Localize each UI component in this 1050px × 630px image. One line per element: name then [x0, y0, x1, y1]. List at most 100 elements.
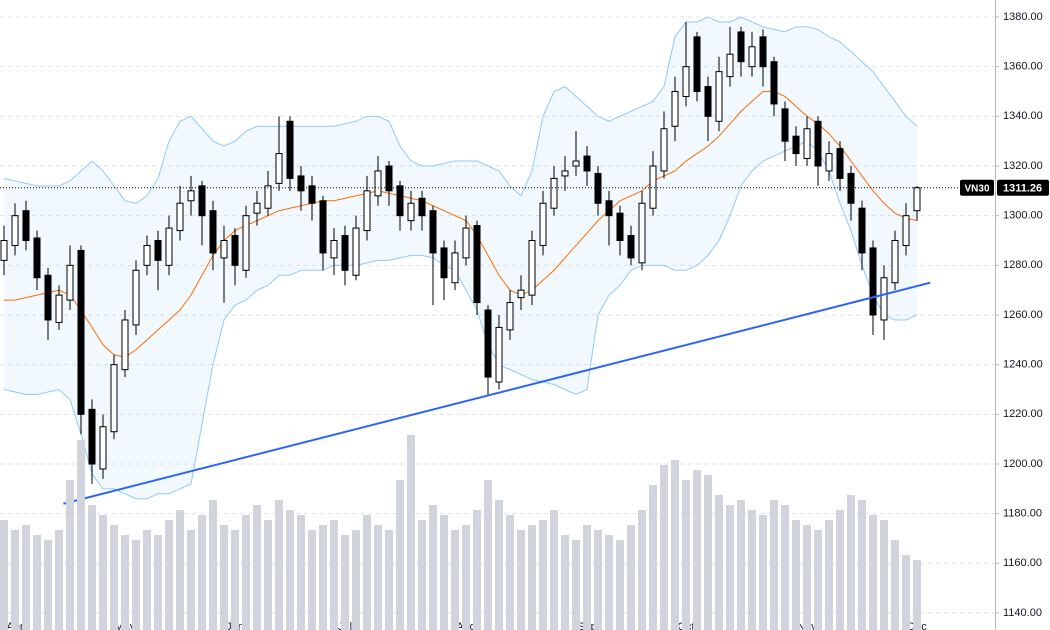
candle-body	[330, 240, 338, 259]
volume-bar	[616, 540, 624, 630]
volume-bar	[462, 525, 470, 630]
candle-body	[517, 289, 525, 299]
volume-bar	[693, 470, 701, 630]
volume-bar	[594, 530, 602, 630]
volume-bar	[154, 535, 162, 630]
bollinger-upper	[3, 16, 918, 204]
candle-body	[220, 240, 228, 259]
candle-body	[825, 153, 833, 172]
volume-bar	[187, 530, 195, 630]
volume-bar	[759, 515, 767, 630]
candle-body	[748, 46, 756, 68]
bollinger-fill	[4, 17, 917, 499]
volume-bar	[143, 530, 151, 630]
volume-bar	[825, 520, 833, 630]
volume-bar	[660, 465, 668, 630]
volume-bar	[396, 480, 404, 630]
volume-bar	[22, 525, 30, 630]
candle-body	[286, 120, 294, 179]
candle-body	[836, 148, 844, 179]
volume-bar	[902, 555, 910, 630]
volume-bar	[242, 515, 250, 630]
candle-body	[451, 252, 459, 284]
candle-body	[847, 172, 855, 204]
candle-body	[869, 247, 877, 316]
symbol-label: VN30	[964, 183, 989, 194]
candle-body	[33, 237, 41, 279]
candle-body	[132, 269, 140, 326]
candle-body	[264, 185, 272, 209]
volume-bar	[517, 530, 525, 630]
candle-body	[858, 207, 866, 254]
volume-bar	[473, 510, 481, 630]
volume-bar	[561, 535, 569, 630]
volume-bar	[572, 540, 580, 630]
volume-bar	[792, 520, 800, 630]
volume-bar	[649, 485, 657, 630]
volume-bar	[330, 520, 338, 630]
candle-body	[649, 165, 657, 209]
volume-bar	[121, 535, 129, 630]
candle-body	[759, 36, 767, 68]
volume-bar	[264, 520, 272, 630]
volume-bar	[231, 530, 239, 630]
candle-body	[891, 240, 899, 284]
candle-body	[198, 185, 206, 217]
y-tick-label: 1180.00	[1003, 508, 1042, 520]
bollinger-middle	[4, 91, 918, 358]
volume-bar	[440, 515, 448, 630]
candle-body	[88, 408, 96, 465]
volume-bar	[539, 520, 547, 630]
volume-bar	[550, 510, 558, 630]
volume-bar	[88, 505, 96, 630]
candle-body	[385, 165, 393, 192]
volume-bar	[770, 500, 778, 630]
candle-body	[792, 135, 800, 155]
volume-bar	[209, 500, 217, 630]
candle-body	[495, 326, 503, 383]
volume-bar	[66, 480, 74, 630]
volume-bar	[297, 515, 305, 630]
candle-body	[660, 128, 668, 172]
volume-bar	[858, 500, 866, 630]
candle-body	[682, 66, 690, 97]
last-price-label: 1311.26	[1003, 183, 1042, 195]
candle-body	[242, 215, 250, 271]
candle-body	[187, 190, 195, 202]
candle-body	[561, 170, 569, 177]
y-tick-label: 1260.00	[1003, 309, 1043, 321]
candle-body	[616, 212, 624, 241]
volume-bar	[319, 525, 327, 630]
candle-body	[913, 187, 921, 212]
last-price-bg	[997, 179, 1049, 196]
volume-bar	[638, 510, 646, 630]
candle-body	[781, 108, 789, 142]
candle-body	[11, 215, 19, 246]
volume-bar	[220, 525, 228, 630]
candle-body	[627, 235, 635, 259]
candle-body	[341, 235, 349, 271]
y-tick-label: 1360.00	[1003, 61, 1043, 73]
bollinger-layer	[3, 16, 918, 500]
bollinger-lower	[3, 140, 918, 500]
overlay-layer	[0, 187, 995, 505]
candle-body	[308, 185, 316, 204]
candle-body	[66, 264, 74, 301]
candle-body	[572, 160, 580, 167]
volume-bar	[528, 525, 536, 630]
candle-body	[583, 155, 591, 172]
candle-body	[671, 91, 679, 127]
candle-body	[99, 426, 107, 470]
candle-body	[143, 244, 151, 266]
candle-body	[22, 210, 30, 241]
volume-bar	[715, 495, 723, 630]
candle-layer	[0, 21, 921, 484]
volume-bar	[495, 500, 503, 630]
volume-bar	[682, 480, 690, 630]
y-tick-label: 1340.00	[1003, 110, 1043, 122]
volume-bar	[451, 530, 459, 630]
candle-body	[176, 202, 184, 232]
volume-bar	[77, 440, 85, 630]
